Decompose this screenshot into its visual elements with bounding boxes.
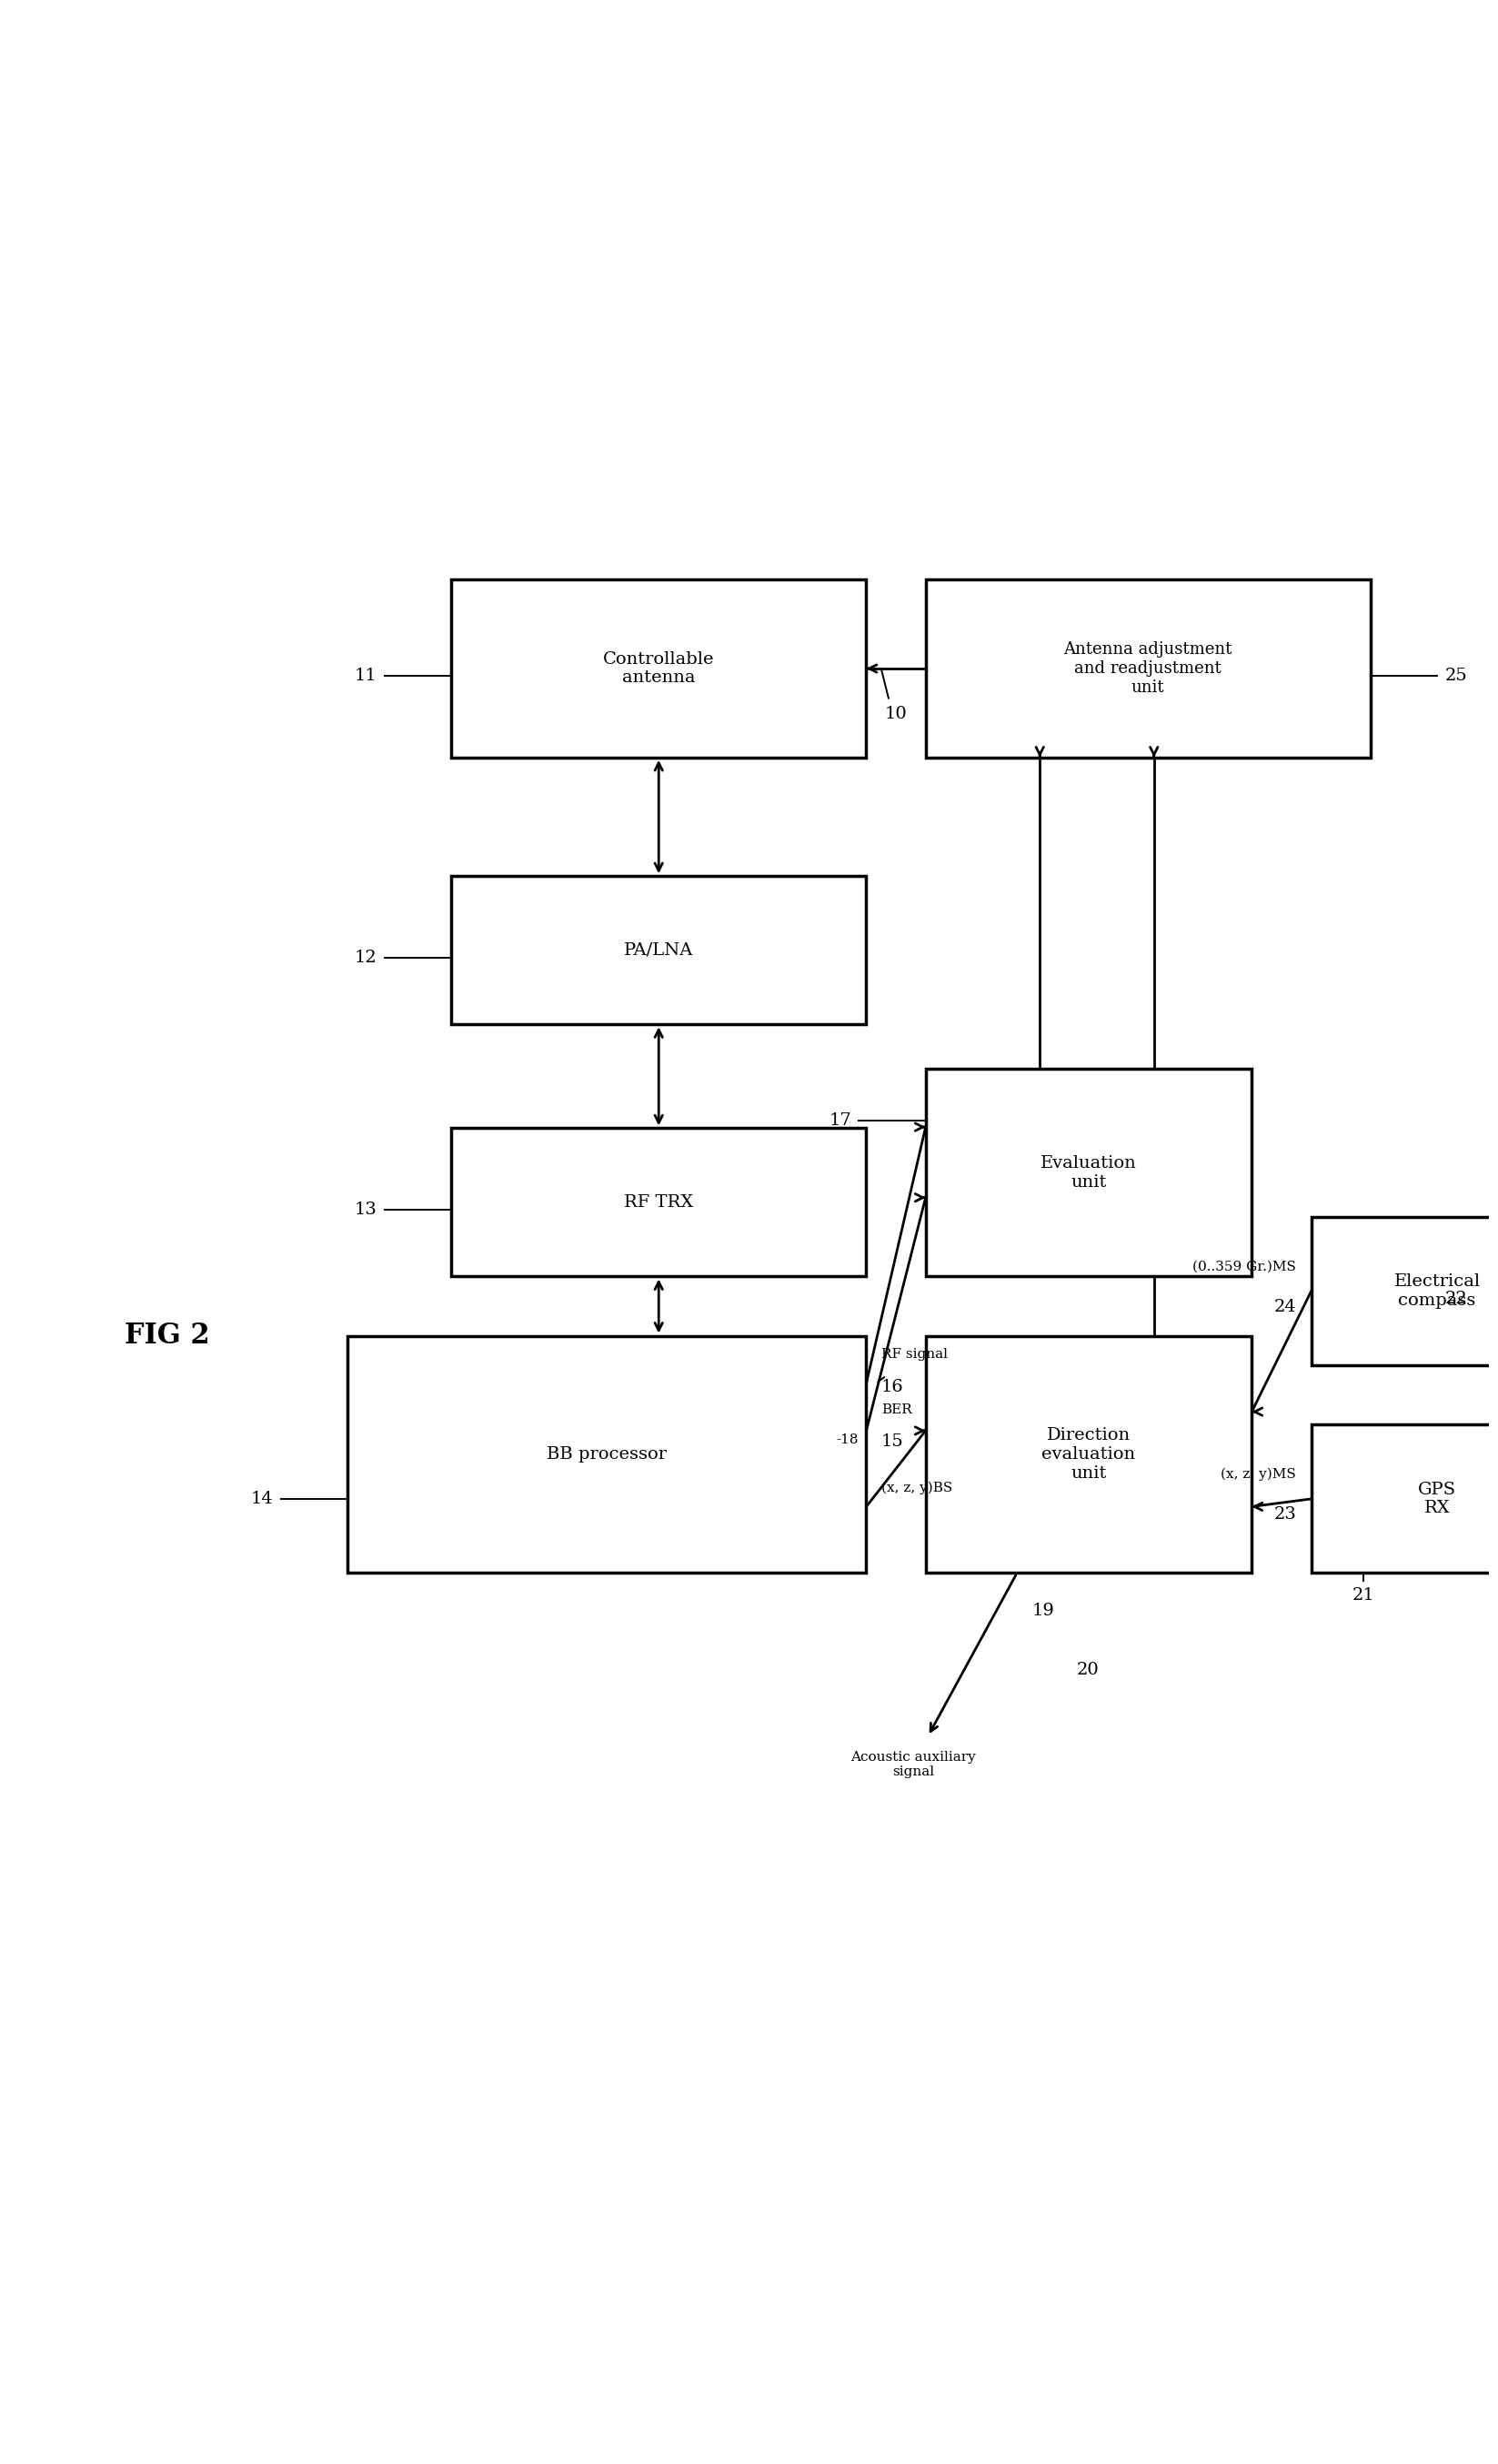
Text: RF TRX: RF TRX (625, 1195, 694, 1210)
Text: (x, z, y)MS: (x, z, y)MS (1221, 1469, 1296, 1481)
Text: Direction
evaluation
unit: Direction evaluation unit (1041, 1427, 1135, 1481)
Text: FIG 2: FIG 2 (124, 1321, 210, 1350)
Text: 19: 19 (1032, 1602, 1055, 1619)
Text: Electrical
compass: Electrical compass (1395, 1274, 1480, 1308)
Text: 22: 22 (1444, 1291, 1467, 1306)
Bar (1311, 1217, 1498, 1365)
Text: 10: 10 (885, 705, 908, 722)
Text: Controllable
antenna: Controllable antenna (604, 650, 715, 685)
Bar (926, 1335, 1252, 1572)
Bar (926, 1069, 1252, 1276)
Bar (1311, 1424, 1498, 1572)
Bar (451, 579, 866, 756)
Bar (451, 877, 866, 1025)
Text: 24: 24 (1273, 1299, 1296, 1316)
Text: BB processor: BB processor (547, 1446, 667, 1464)
Text: 23: 23 (1273, 1506, 1296, 1523)
Text: GPS
RX: GPS RX (1419, 1481, 1456, 1515)
Text: (0..359 Gr.)MS: (0..359 Gr.)MS (1192, 1262, 1296, 1274)
Bar (451, 1129, 866, 1276)
Text: Evaluation
unit: Evaluation unit (1041, 1156, 1137, 1190)
Text: 14: 14 (250, 1491, 273, 1508)
Text: 21: 21 (1351, 1587, 1374, 1604)
Text: BER: BER (881, 1402, 912, 1417)
Text: 12: 12 (355, 949, 377, 966)
Bar (926, 579, 1371, 756)
Bar (348, 1335, 866, 1572)
Text: 13: 13 (355, 1202, 377, 1217)
Text: 25: 25 (1444, 668, 1467, 685)
Text: Antenna adjustment
and readjustment
unit: Antenna adjustment and readjustment unit (1064, 641, 1233, 695)
Text: (x, z, y)BS: (x, z, y)BS (881, 1481, 953, 1496)
Text: 20: 20 (1076, 1663, 1098, 1678)
Text: Acoustic auxiliary
signal: Acoustic auxiliary signal (851, 1752, 975, 1779)
Text: 17: 17 (828, 1114, 851, 1129)
Text: -18: -18 (836, 1434, 858, 1446)
Text: 16: 16 (881, 1380, 903, 1395)
Text: 15: 15 (881, 1434, 903, 1449)
Text: 11: 11 (355, 668, 377, 685)
Text: RF signal: RF signal (881, 1348, 948, 1360)
Text: PA/LNA: PA/LNA (625, 941, 694, 958)
